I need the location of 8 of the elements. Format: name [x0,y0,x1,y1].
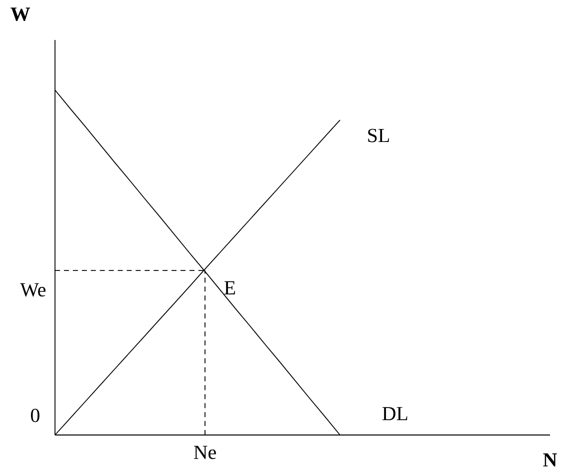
text: Ne [194,446,216,460]
text: DL [382,407,408,420]
y-axis-title: W [10,8,30,21]
ref-line-label: We [20,283,46,297]
x-axis-title: N [543,453,557,466]
annotation: E [224,281,236,294]
series-label: SL [368,128,389,142]
text: 0 [30,408,40,422]
